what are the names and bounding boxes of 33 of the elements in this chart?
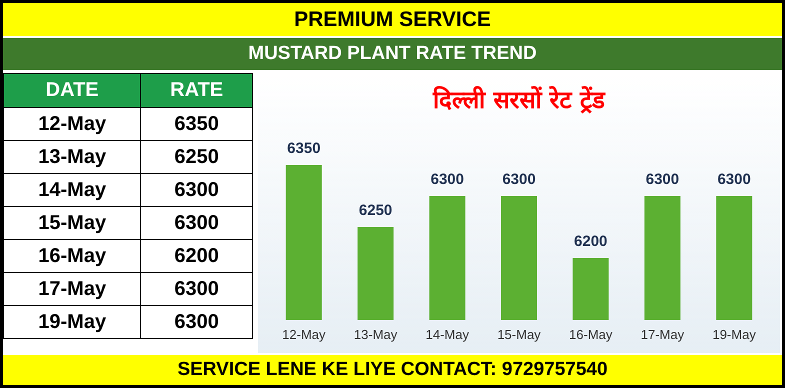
data-label: 6300 — [646, 171, 680, 188]
x-tick-label: 16-May — [569, 327, 613, 342]
data-label: 6300 — [717, 171, 751, 188]
x-tick-label: 14-May — [426, 327, 470, 342]
text: 17-May — [4, 272, 141, 306]
text: 6350 — [140, 108, 252, 140]
data-label: 6300 — [502, 171, 536, 188]
text: RATE — [140, 74, 252, 108]
data-label: 6250 — [358, 202, 392, 219]
chart-subtitle: MUSTARD PLANT RATE TREND — [3, 38, 782, 70]
text: 14-May — [4, 174, 141, 206]
text: DATE — [4, 74, 141, 108]
text: 12-May — [4, 108, 141, 140]
x-tick-label: 15-May — [497, 327, 542, 342]
text: 6300 — [140, 306, 252, 338]
data-label: 6350 — [287, 140, 321, 157]
data-label: 6200 — [574, 233, 608, 250]
x-tick-label: 19-May — [712, 327, 756, 342]
text: SERVICE LENE KE LIYE CONTACT: 9729757540 — [3, 355, 782, 385]
x-tick-label: 12-May — [282, 327, 326, 342]
text: 13-May — [4, 140, 141, 174]
text: 15-May — [4, 206, 141, 240]
text: 6300 — [140, 272, 252, 306]
chart-title: PREMIUM SERVICE — [3, 3, 782, 36]
x-tick-label: 17-May — [640, 327, 685, 342]
text: 16-May — [4, 240, 141, 272]
text: दिल्ली सरसों रेट ट्रेंड — [432, 86, 606, 114]
data-label: 6300 — [430, 171, 464, 188]
text: 6200 — [140, 240, 252, 272]
x-tick-label: 13-May — [354, 327, 398, 342]
text: 6300 — [140, 174, 252, 206]
text: 6250 — [140, 140, 252, 174]
text: 6300 — [140, 206, 252, 240]
